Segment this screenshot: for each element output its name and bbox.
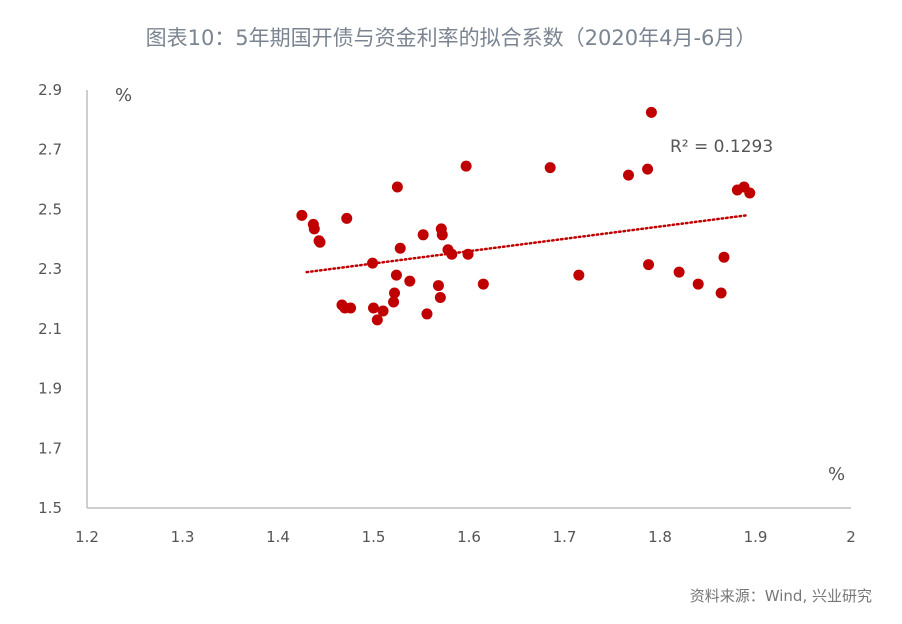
trendline-layer [305, 214, 748, 274]
x-tick-label: 1.2 [75, 528, 99, 546]
data-point [390, 269, 402, 281]
data-point [421, 308, 433, 320]
y-tick-label: 1.9 [38, 380, 62, 398]
x-tick-label: 2 [846, 528, 856, 546]
y-tick-labels: 2.9 2.7 2.5 2.3 2.1 1.9 1.7 1.5 [38, 81, 62, 517]
trendline [305, 214, 748, 274]
data-point [544, 162, 556, 174]
data-point [434, 292, 446, 304]
source-note: 资料来源：Wind, 兴业研究 [689, 587, 872, 605]
data-point [296, 209, 308, 221]
x-tick-label: 1.8 [648, 528, 672, 546]
chart-title: 图表10：5年期国开债与资金利率的拟合系数（2020年4月-6月） [145, 26, 757, 50]
data-point [692, 278, 704, 290]
data-points [296, 106, 756, 326]
x-tick-label: 1.3 [171, 528, 195, 546]
x-tick-label: 1.6 [457, 528, 481, 546]
data-point [573, 269, 585, 281]
x-unit-label: % [828, 464, 845, 485]
x-tick-label: 1.4 [266, 528, 290, 546]
data-point [368, 302, 379, 314]
data-point [744, 187, 756, 199]
data-point [314, 236, 326, 248]
data-point [308, 223, 320, 235]
data-point [645, 106, 657, 118]
data-point [371, 314, 383, 326]
data-point [462, 248, 474, 260]
y-tick-label: 2.1 [38, 320, 62, 338]
data-point [460, 160, 472, 172]
y-tick-label: 2.3 [38, 260, 62, 278]
data-point [367, 257, 379, 269]
data-point [643, 259, 655, 271]
x-tick-labels: 1.2 1.3 1.4 1.5 1.6 1.7 1.8 1.9 2 [75, 528, 856, 546]
y-unit-label: % [115, 85, 132, 106]
data-point [388, 296, 400, 308]
data-point [673, 266, 685, 278]
x-tick-label: 1.9 [744, 528, 768, 546]
y-tick-label: 2.9 [38, 81, 62, 99]
data-point [715, 287, 727, 299]
data-point [404, 275, 416, 287]
data-point [394, 242, 406, 254]
data-point [477, 278, 489, 290]
data-point [642, 163, 654, 175]
data-point [446, 248, 458, 260]
y-tick-label: 2.7 [38, 141, 62, 159]
data-point [436, 229, 448, 241]
data-point [391, 181, 403, 193]
y-tick-label: 2.5 [38, 200, 62, 218]
x-tick-label: 1.7 [553, 528, 577, 546]
data-point [341, 212, 353, 224]
data-point [417, 229, 429, 241]
data-point [622, 169, 634, 181]
y-tick-label: 1.7 [38, 439, 62, 457]
data-point [432, 280, 444, 292]
x-tick-label: 1.5 [362, 528, 386, 546]
data-point [377, 305, 389, 317]
data-point [345, 302, 357, 314]
data-point [718, 251, 730, 263]
r-squared-label: R² = 0.1293 [670, 137, 773, 157]
y-tick-label: 1.5 [38, 499, 62, 517]
data-point [389, 287, 401, 299]
